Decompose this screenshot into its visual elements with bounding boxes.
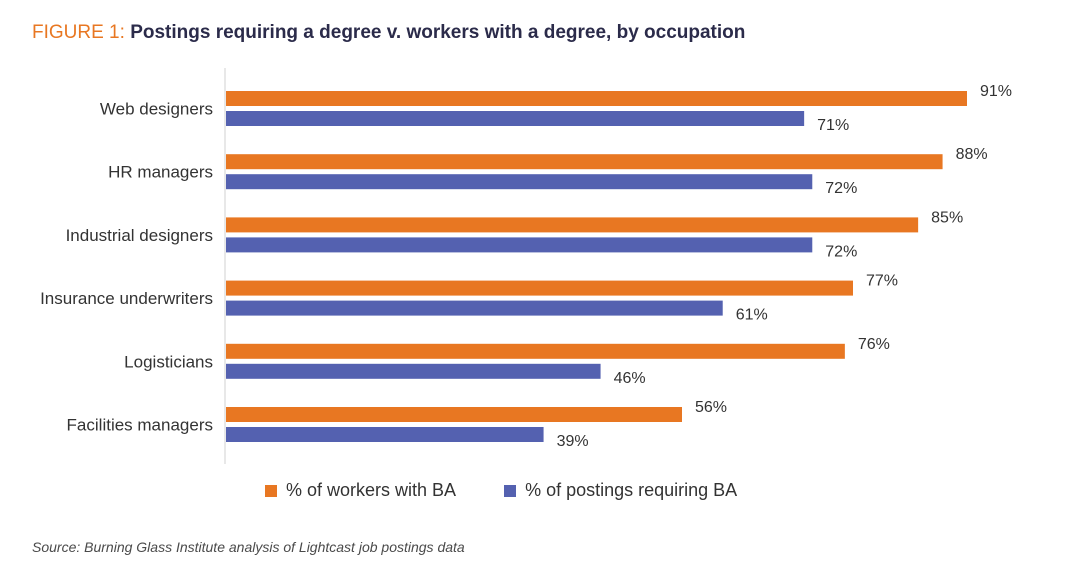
legend-item-postings: % of postings requiring BA <box>504 480 737 501</box>
value-label-postings: 72% <box>825 180 857 197</box>
bar-postings <box>226 174 813 190</box>
value-label-postings: 72% <box>825 243 857 260</box>
value-label-workers: 77% <box>866 273 898 290</box>
bar-postings <box>226 427 544 442</box>
category-label: Industrial designers <box>66 226 213 245</box>
bar-postings <box>226 363 601 379</box>
legend-label-workers: % of workers with BA <box>286 480 457 500</box>
value-label-postings: 71% <box>817 117 849 134</box>
value-label-postings: 46% <box>614 370 646 387</box>
legend-item-workers: % of workers with BA <box>265 480 456 501</box>
value-label-workers: 88% <box>956 146 988 163</box>
bar-workers <box>226 280 853 296</box>
legend-swatch-workers <box>265 484 277 497</box>
bar-workers <box>226 91 967 106</box>
figure-title: Postings requiring a degree v. workers w… <box>130 22 746 43</box>
legend: % of workers with BA % of postings requi… <box>265 480 785 501</box>
bar-postings <box>226 300 723 316</box>
bar-workers <box>226 154 943 170</box>
value-label-postings: 61% <box>736 307 768 324</box>
figure-prefix: FIGURE 1: <box>32 22 125 43</box>
category-label: HR managers <box>108 163 213 182</box>
value-label-workers: 76% <box>858 336 890 353</box>
bar-workers <box>226 343 845 359</box>
category-label: Facilities managers <box>67 416 213 435</box>
bar-workers <box>226 407 682 422</box>
bar-postings <box>226 237 813 253</box>
bar-workers <box>226 217 919 233</box>
value-label-workers: 91% <box>980 83 1012 100</box>
value-label-workers: 85% <box>931 209 963 226</box>
legend-label-postings: % of postings requiring BA <box>525 480 738 500</box>
value-label-postings: 39% <box>557 433 589 450</box>
bar-chart: Web designers 91% 71% HR managers 88% 72% Indu… <box>40 68 1012 464</box>
category-label: Logisticians <box>124 352 213 371</box>
bar-postings <box>226 111 805 126</box>
category-label: Web designers <box>100 100 213 119</box>
legend-swatch-postings <box>504 484 517 497</box>
source-note: Source: Burning Glass Institute analysis… <box>32 539 465 555</box>
chart-title: FIGURE 1: Postings requiring a degree v.… <box>32 22 745 44</box>
value-label-workers: 56% <box>695 399 727 416</box>
category-label: Insurance underwriters <box>40 289 213 308</box>
